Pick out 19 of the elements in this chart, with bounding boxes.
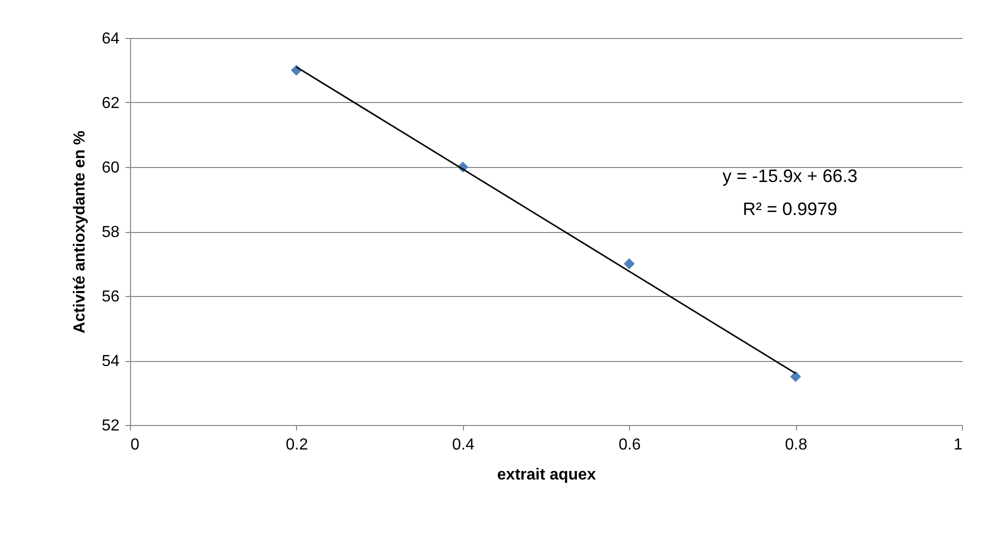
y-tick-label: 54 <box>102 353 120 370</box>
y-tick-label: 62 <box>102 95 120 112</box>
x-axis-title: extrait aquex <box>497 466 596 484</box>
annotation: R² = 0.9979 <box>742 199 838 219</box>
x-tick-label: 0.2 <box>286 436 308 454</box>
y-tick-label: 60 <box>102 160 120 176</box>
x-tick-label: 0 <box>130 436 140 454</box>
y-axis-title: Activité antioxydante en % <box>72 130 89 334</box>
y-tick-label: 64 <box>102 30 120 48</box>
y-tick-label: 56 <box>102 288 120 306</box>
x-tick-label: 0.4 <box>452 436 475 454</box>
x-tick-label: 1 <box>954 436 963 454</box>
y-tick-label: 58 <box>102 224 120 241</box>
x-tick-label: 0.8 <box>784 436 808 454</box>
y-tick-label: 52 <box>102 418 120 434</box>
point <box>624 258 635 270</box>
x-tick-label: 0.6 <box>618 436 641 454</box>
point <box>790 371 802 382</box>
annotation: y = -15.9x + 66.3 <box>722 166 858 186</box>
